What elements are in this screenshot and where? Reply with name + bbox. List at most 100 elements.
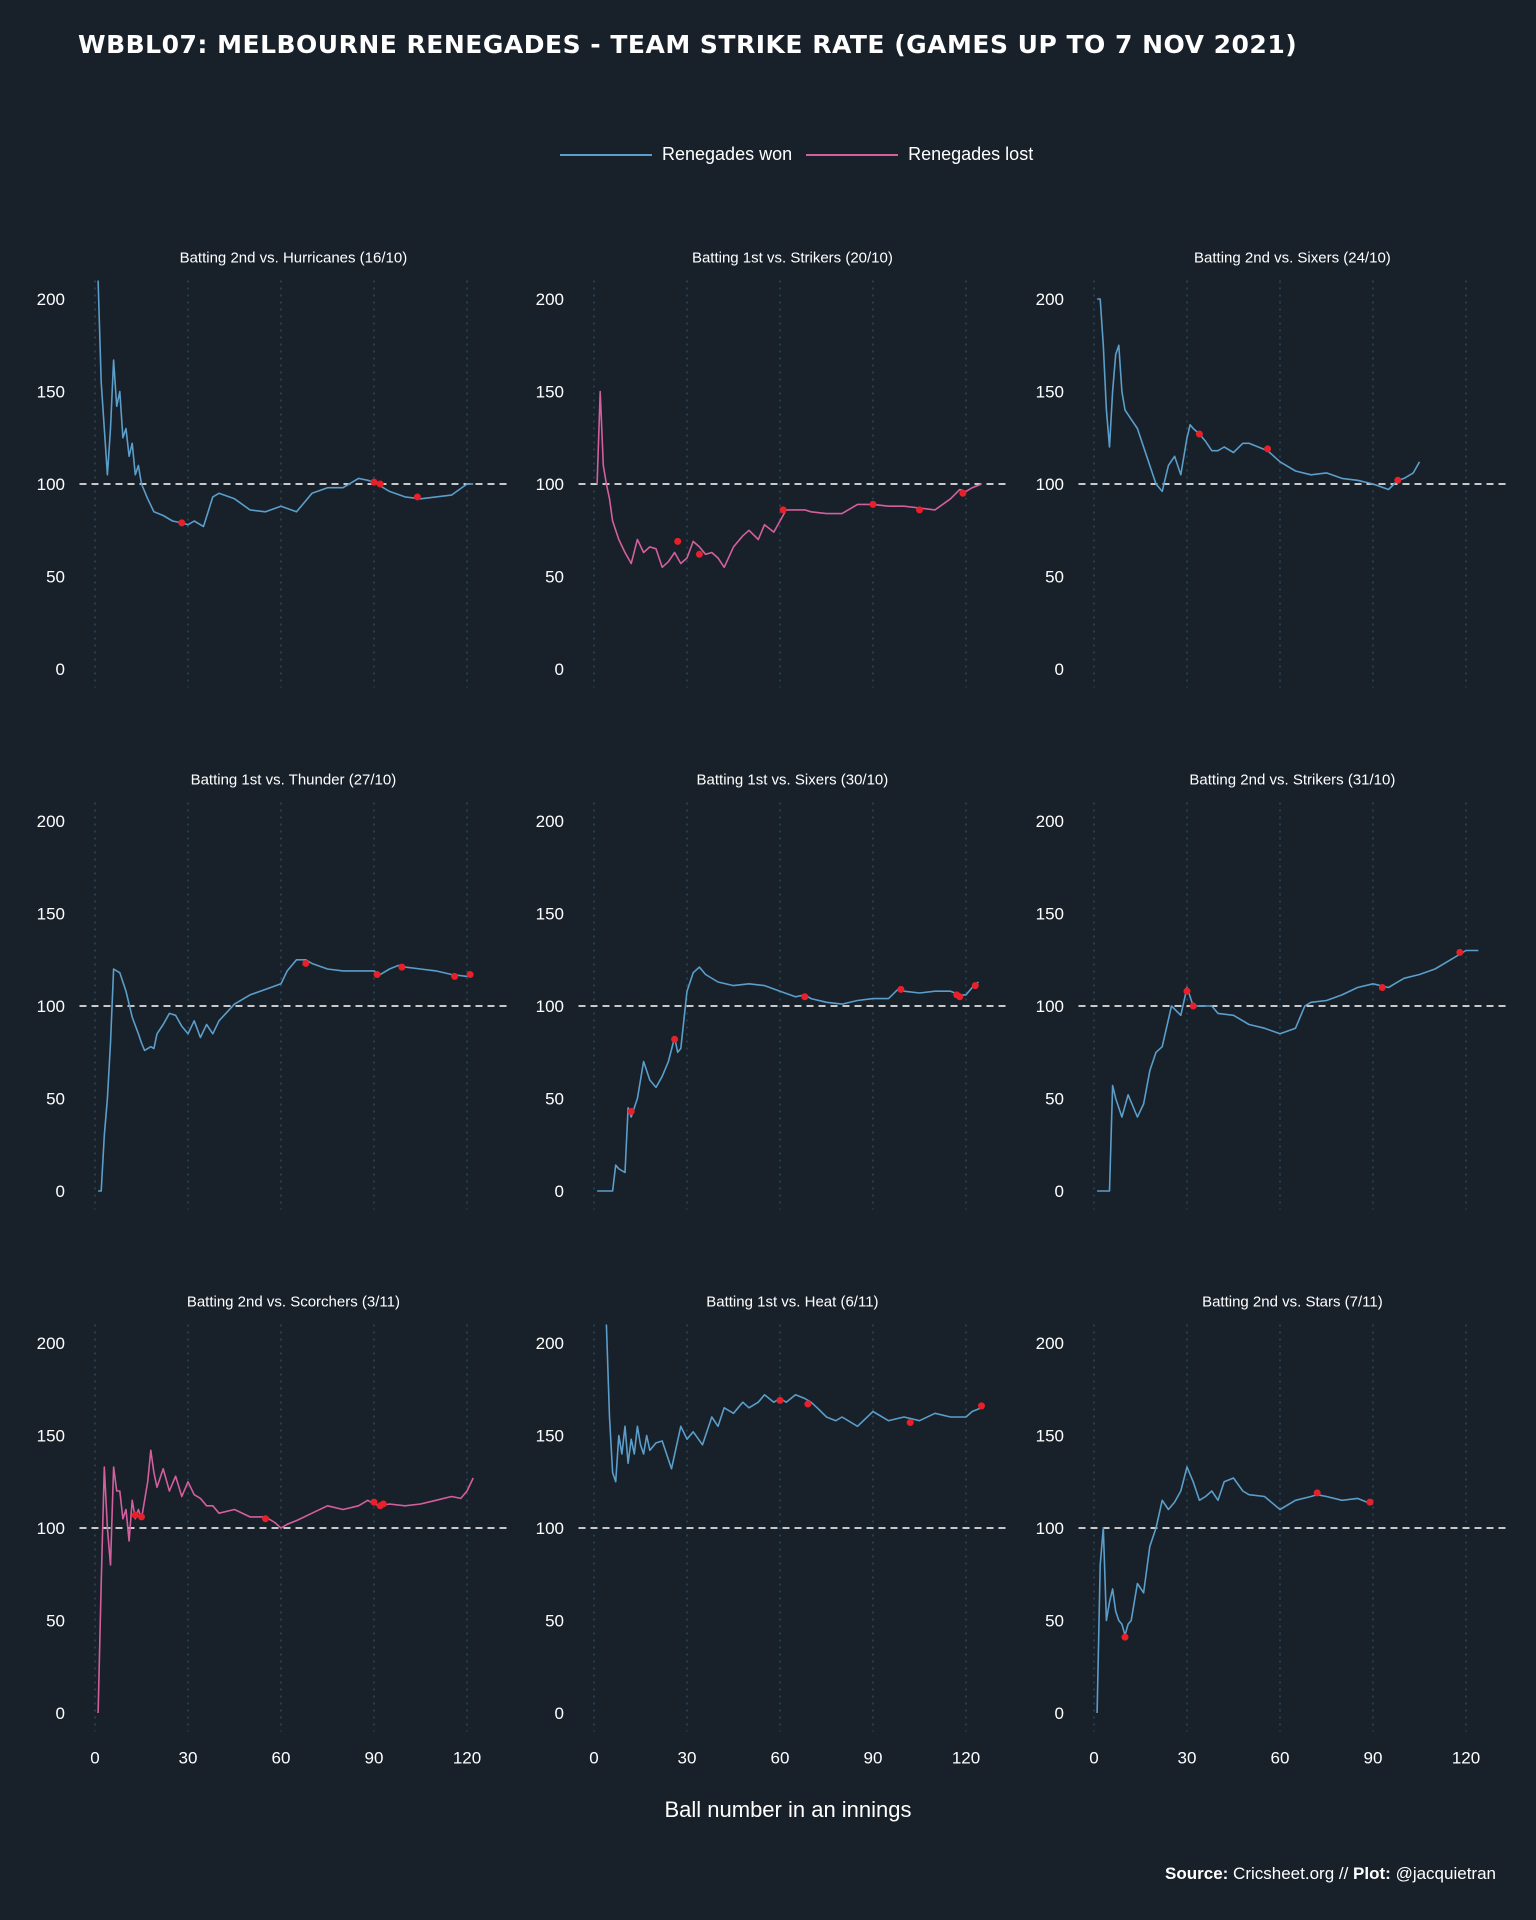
y-tick-label: 150: [37, 383, 65, 402]
y-tick-label: 200: [37, 1334, 65, 1353]
wicket-point: [466, 971, 474, 979]
strike-rate-line: [97, 280, 474, 528]
y-tick-label: 150: [536, 383, 564, 402]
y-tick-label: 150: [536, 905, 564, 924]
y-tick-label: 0: [1055, 1182, 1064, 1201]
x-axis-label: Ball number in an innings: [664, 1797, 912, 1822]
strike-rate-line: [597, 966, 979, 1192]
wicket-point: [801, 993, 809, 1001]
y-tick-label: 100: [1036, 997, 1064, 1016]
wicket-point: [959, 489, 967, 497]
wicket-point: [1378, 984, 1386, 991]
strike-rate-line: [98, 958, 474, 1192]
wicket-point: [1189, 1002, 1197, 1010]
legend-label-lost: Renegades lost: [908, 144, 1034, 164]
strike-rate-line: [605, 1324, 982, 1483]
strike-rate-line: [97, 1449, 474, 1714]
y-tick-label: 0: [1055, 1704, 1064, 1723]
y-tick-label: 0: [555, 660, 564, 679]
y-tick-label: 50: [46, 1090, 65, 1109]
plot-label: Plot:: [1353, 1864, 1391, 1883]
x-tick-label: 60: [771, 1749, 790, 1768]
strike-rate-line: [596, 390, 982, 569]
facet-panel: 0 50 100 150 200 Batting 1st vs. Thunder (27/…: [37, 772, 508, 1210]
facet-title: Batting 2nd vs. Hurricanes (16/10): [180, 250, 408, 267]
y-tick-label: 100: [37, 475, 65, 494]
y-tick-label: 0: [56, 660, 65, 679]
y-tick-label: 150: [1036, 383, 1064, 402]
x-tick-label: 90: [864, 1749, 883, 1768]
y-tick-label: 0: [555, 1704, 564, 1723]
x-tick-label: 30: [179, 1749, 198, 1768]
legend: Renegades won Renegades lost: [560, 144, 1047, 165]
y-tick-label: 100: [1036, 475, 1064, 494]
y-tick-label: 200: [1036, 290, 1064, 309]
wicket-point: [674, 537, 682, 545]
wicket-point: [302, 959, 310, 967]
chart-title: WBBL07: MELBOURNE RENEGADES - TEAM STRIK…: [78, 30, 1298, 59]
y-tick-label: 50: [545, 1612, 564, 1631]
wicket-point: [138, 1513, 145, 1521]
facet-panel: 0 50 100 150 200 0 30 60 90 120 Batting 1st vs. He…: [536, 1294, 1007, 1768]
x-tick-label: 120: [952, 1749, 980, 1768]
wicket-point: [897, 985, 905, 993]
facet-title: Batting 1st vs. Strikers (20/10): [692, 250, 893, 267]
wicket-point: [971, 982, 979, 990]
facet-title: Batting 1st vs. Thunder (27/10): [191, 772, 397, 789]
y-tick-label: 0: [1055, 660, 1064, 679]
y-tick-label: 100: [536, 475, 564, 494]
y-tick-label: 50: [545, 568, 564, 587]
wicket-point: [1394, 476, 1402, 484]
y-tick-label: 0: [555, 1182, 564, 1201]
wicket-point: [1264, 445, 1272, 453]
facet-title: Batting 2nd vs. Stars (7/11): [1202, 1294, 1383, 1311]
y-tick-label: 200: [37, 290, 65, 309]
y-tick-label: 200: [37, 812, 65, 831]
facet-title: Batting 2nd vs. Strikers (31/10): [1189, 772, 1395, 789]
wicket-point: [379, 1500, 387, 1508]
wicket-point: [373, 971, 381, 979]
facet-panel: 0 50 100 150 200 Batting 2nd vs. Hurricanes (…: [37, 250, 508, 688]
wicket-point: [916, 506, 923, 514]
y-tick-label: 50: [46, 568, 65, 587]
wicket-point: [804, 1400, 812, 1408]
wicket-point: [451, 972, 459, 980]
y-tick-label: 150: [37, 905, 65, 924]
x-tick-label: 30: [1178, 1749, 1197, 1768]
wicket-point: [1456, 948, 1464, 956]
strike-rate-line: [1097, 298, 1421, 493]
x-tick-label: 60: [272, 1749, 291, 1768]
wicket-point: [1313, 1489, 1321, 1497]
x-tick-label: 30: [678, 1749, 697, 1768]
y-tick-label: 150: [1036, 905, 1064, 924]
y-tick-label: 100: [37, 1519, 65, 1538]
wicket-point: [869, 500, 877, 508]
y-tick-label: 150: [536, 1427, 564, 1446]
source-value: Cricsheet.org //: [1233, 1864, 1349, 1883]
y-tick-label: 150: [37, 1427, 65, 1446]
wicket-point: [1366, 1498, 1374, 1506]
y-tick-label: 50: [1045, 568, 1064, 587]
y-tick-label: 0: [56, 1182, 65, 1201]
wicket-point: [776, 1396, 784, 1404]
x-tick-label: 0: [589, 1749, 598, 1768]
y-tick-label: 0: [56, 1704, 65, 1723]
x-tick-label: 0: [90, 1749, 99, 1768]
strike-rate-line: [1097, 949, 1479, 1192]
y-tick-label: 200: [1036, 1334, 1064, 1353]
wicket-point: [398, 963, 406, 971]
y-tick-label: 50: [545, 1090, 564, 1109]
wicket-point: [956, 993, 964, 1001]
plot-value: @jacquietran: [1395, 1864, 1496, 1883]
x-tick-label: 60: [1271, 1749, 1290, 1768]
legend-label-won: Renegades won: [662, 144, 793, 164]
source-label: Source:: [1165, 1864, 1229, 1883]
facet-title: Batting 1st vs. Sixers (30/10): [697, 772, 889, 789]
x-tick-label: 120: [1452, 1749, 1480, 1768]
x-tick-label: 90: [365, 1749, 384, 1768]
y-tick-label: 100: [536, 1519, 564, 1538]
facet-panel: 0 50 100 150 200 Batting 1st vs. Sixers (30/1…: [536, 772, 1007, 1210]
facet-panel: 0 50 100 150 200 0 30 60 90 120 Batting 2nd vs. Sc…: [37, 1294, 508, 1768]
x-tick-label: 0: [1089, 1749, 1098, 1768]
